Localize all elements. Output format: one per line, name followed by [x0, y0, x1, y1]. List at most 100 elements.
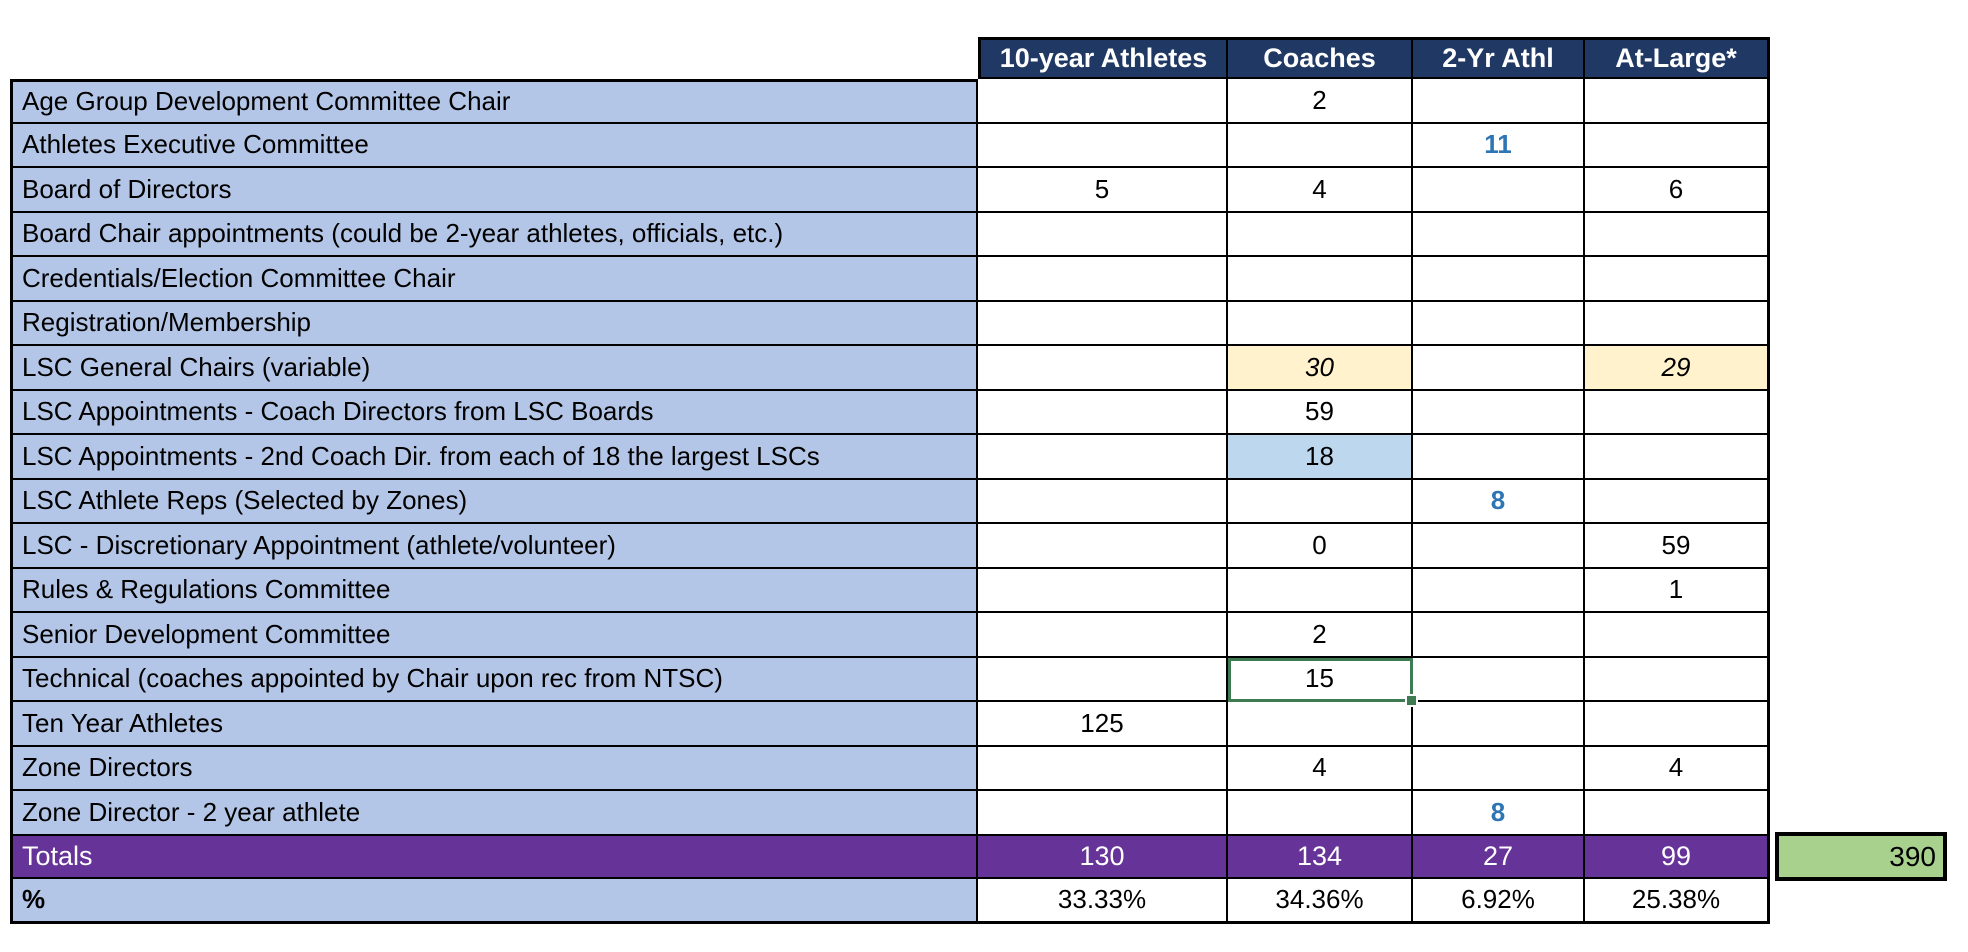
data-cell[interactable] [1585, 79, 1770, 124]
row-label-cell[interactable]: Zone Directors [10, 746, 978, 791]
data-cell[interactable] [1585, 301, 1770, 346]
data-cell[interactable] [978, 746, 1228, 791]
data-cell[interactable] [1585, 435, 1770, 480]
row-label-cell[interactable]: Senior Development Committee [10, 613, 978, 658]
percent-cell[interactable]: 34.36% [1228, 878, 1413, 924]
data-cell[interactable] [978, 123, 1228, 168]
data-cell[interactable] [1413, 524, 1585, 569]
data-cell[interactable] [1228, 301, 1413, 346]
data-cell[interactable] [978, 524, 1228, 569]
data-cell[interactable]: 0 [1228, 524, 1413, 569]
data-cell[interactable] [1413, 346, 1585, 391]
data-cell[interactable] [1413, 301, 1585, 346]
data-cell[interactable] [978, 390, 1228, 435]
row-label-cell[interactable]: LSC Appointments - Coach Directors from … [10, 390, 978, 435]
data-cell[interactable] [1585, 657, 1770, 702]
data-cell[interactable] [978, 346, 1228, 391]
data-cell[interactable] [1585, 702, 1770, 747]
row-label-cell[interactable]: Athletes Executive Committee [10, 123, 978, 168]
data-cell[interactable] [1585, 212, 1770, 257]
data-cell[interactable]: 2 [1228, 613, 1413, 658]
percent-cell[interactable]: 33.33% [978, 878, 1228, 924]
data-cell[interactable] [1413, 657, 1585, 702]
data-cell[interactable] [1228, 123, 1413, 168]
data-cell[interactable] [1585, 613, 1770, 658]
totals-cell[interactable]: 27 [1413, 835, 1585, 879]
column-header-coaches[interactable]: Coaches [1228, 37, 1413, 79]
data-cell[interactable] [978, 479, 1228, 524]
grand-total-cell[interactable]: 390 [1775, 832, 1947, 881]
data-cell[interactable]: 6 [1585, 168, 1770, 213]
row-label-cell[interactable]: LSC Appointments - 2nd Coach Dir. from e… [10, 435, 978, 480]
data-cell[interactable] [1228, 212, 1413, 257]
totals-cell[interactable]: 130 [978, 835, 1228, 879]
data-cell[interactable] [1413, 168, 1585, 213]
row-label-cell[interactable]: Credentials/Election Committee Chair [10, 257, 978, 302]
column-header-at-large[interactable]: At-Large* [1585, 37, 1770, 79]
data-cell[interactable]: 11 [1413, 123, 1585, 168]
data-cell[interactable] [1228, 257, 1413, 302]
totals-label-cell[interactable]: Totals [10, 835, 978, 879]
data-cell[interactable]: 4 [1228, 168, 1413, 213]
data-cell[interactable] [978, 301, 1228, 346]
data-cell[interactable] [1585, 791, 1770, 836]
data-cell[interactable] [978, 79, 1228, 124]
data-cell[interactable] [1413, 212, 1585, 257]
data-cell[interactable]: 2 [1228, 79, 1413, 124]
data-cell[interactable] [1228, 568, 1413, 613]
column-header-10-year-athletes[interactable]: 10-year Athletes [978, 37, 1228, 79]
data-cell[interactable]: 59 [1585, 524, 1770, 569]
data-cell[interactable] [1228, 479, 1413, 524]
data-cell[interactable] [978, 657, 1228, 702]
data-cell[interactable]: 1 [1585, 568, 1770, 613]
data-cell[interactable] [1585, 257, 1770, 302]
row-label-cell[interactable]: Board of Directors [10, 168, 978, 213]
data-cell[interactable] [1413, 79, 1585, 124]
data-cell[interactable] [1413, 257, 1585, 302]
data-cell[interactable]: 8 [1413, 791, 1585, 836]
data-cell[interactable] [1413, 613, 1585, 658]
fill-handle[interactable] [1405, 694, 1418, 707]
row-label-cell[interactable]: Board Chair appointments (could be 2-yea… [10, 212, 978, 257]
data-cell[interactable] [1413, 746, 1585, 791]
data-cell[interactable] [978, 791, 1228, 836]
data-cell[interactable]: 4 [1585, 746, 1770, 791]
data-cell[interactable] [978, 212, 1228, 257]
row-label-cell[interactable]: Age Group Development Committee Chair [10, 79, 978, 124]
row-label-cell[interactable]: LSC Athlete Reps (Selected by Zones) [10, 479, 978, 524]
data-cell[interactable] [978, 435, 1228, 480]
data-cell[interactable]: 4 [1228, 746, 1413, 791]
row-label-cell[interactable]: LSC - Discretionary Appointment (athlete… [10, 524, 978, 569]
data-cell[interactable] [978, 568, 1228, 613]
row-label-cell[interactable]: Ten Year Athletes [10, 702, 978, 747]
data-cell[interactable] [1413, 702, 1585, 747]
percent-label-cell[interactable]: % [10, 878, 978, 924]
data-cell[interactable] [1413, 435, 1585, 480]
row-label-cell[interactable]: LSC General Chairs (variable) [10, 346, 978, 391]
data-cell[interactable]: 59 [1228, 390, 1413, 435]
row-label-cell[interactable]: Zone Director - 2 year athlete [10, 791, 978, 836]
data-cell[interactable] [1228, 702, 1413, 747]
data-cell-highlighted[interactable]: 29 [1585, 346, 1770, 391]
percent-cell[interactable]: 6.92% [1413, 878, 1585, 924]
data-cell-highlighted[interactable]: 30 [1228, 346, 1413, 391]
data-cell[interactable] [1585, 479, 1770, 524]
column-header-2-yr-athl[interactable]: 2-Yr Athl [1413, 37, 1585, 79]
totals-cell[interactable]: 99 [1585, 835, 1770, 879]
data-cell[interactable] [1585, 390, 1770, 435]
data-cell[interactable] [1585, 123, 1770, 168]
row-label-cell[interactable]: Rules & Regulations Committee [10, 568, 978, 613]
percent-cell[interactable]: 25.38% [1585, 878, 1770, 924]
data-cell[interactable] [978, 613, 1228, 658]
row-label-cell[interactable]: Registration/Membership [10, 301, 978, 346]
data-cell-highlighted[interactable]: 18 [1228, 435, 1413, 480]
data-cell[interactable] [1228, 791, 1413, 836]
data-cell[interactable]: 125 [978, 702, 1228, 747]
row-label-cell[interactable]: Technical (coaches appointed by Chair up… [10, 657, 978, 702]
data-cell[interactable] [1413, 390, 1585, 435]
totals-cell[interactable]: 134 [1228, 835, 1413, 879]
data-cell[interactable]: 5 [978, 168, 1228, 213]
data-cell[interactable] [978, 257, 1228, 302]
data-cell[interactable] [1413, 568, 1585, 613]
selected-cell[interactable]: 15 [1228, 657, 1418, 707]
